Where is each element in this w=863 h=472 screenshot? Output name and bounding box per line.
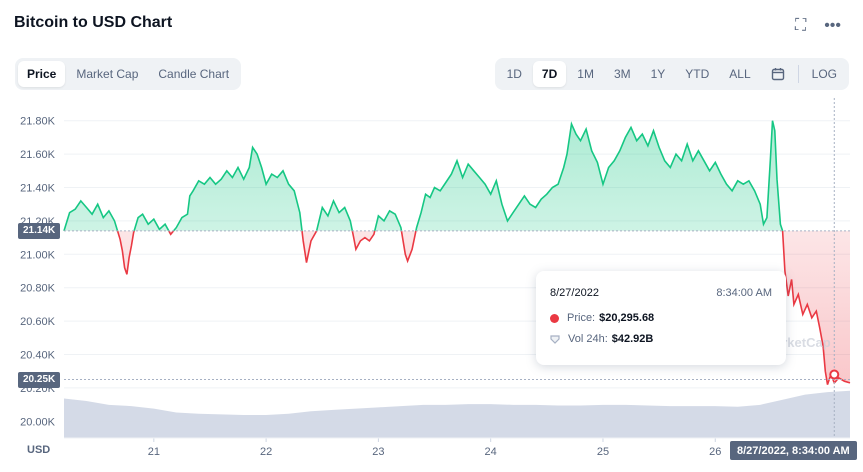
crosshair-time-tag: 8/27/2022, 8:34:00 AM	[730, 441, 857, 460]
x-tick-label: 21	[148, 446, 160, 458]
page-title: Bitcoin to USD Chart	[14, 14, 173, 31]
y-tick-label: 20.80K	[20, 283, 56, 295]
x-axis: 21 22 23 24 25 26	[64, 437, 850, 458]
volume-shape	[64, 390, 850, 438]
header-actions: ⛶ •••	[795, 18, 841, 34]
tab-market-cap[interactable]: Market Cap	[76, 67, 139, 81]
x-tick-label: 22	[260, 446, 272, 458]
x-tick-label: 25	[597, 446, 609, 458]
y-tick-label: 21.40K	[20, 183, 56, 195]
tabs-divider	[797, 65, 799, 83]
x-tick-label: 24	[485, 446, 497, 458]
baseline-price-tag: 21.14K	[18, 222, 61, 239]
range-all[interactable]: ALL	[729, 67, 751, 81]
range-1m[interactable]: 1M	[577, 67, 594, 81]
price-dot-icon	[550, 313, 559, 323]
range-ytd[interactable]: YTD	[685, 67, 710, 81]
y-tick-label: 21.60K	[20, 149, 56, 161]
watermark: arketCap	[775, 335, 831, 350]
range-1d[interactable]: 1D	[506, 67, 522, 81]
range-1y[interactable]: 1Y	[650, 67, 666, 81]
x-tick-label: 26	[709, 446, 721, 458]
y-tick-label: 21.00K	[20, 249, 56, 261]
volume-area	[64, 390, 850, 438]
y-tick-label: 20.60K	[20, 316, 56, 328]
crosshair	[64, 98, 850, 438]
y-tick-label: 20.40K	[20, 350, 56, 362]
volume-heart-icon	[550, 334, 560, 344]
price-areas	[64, 120, 850, 385]
y-tick-label: 21.80K	[20, 116, 56, 128]
tooltip-price-value: $20,295.68	[599, 312, 655, 324]
currency-label: USD	[27, 444, 51, 456]
tooltip-time: 8:34:00 AM	[716, 287, 772, 299]
calendar-button[interactable]	[762, 61, 794, 87]
more-icon[interactable]: •••	[824, 17, 841, 34]
log-toggle[interactable]: LOG	[811, 67, 837, 81]
tooltip-date: 8/27/2022	[550, 287, 599, 299]
tab-price[interactable]: Price	[18, 61, 66, 87]
crosshair-point	[829, 369, 840, 380]
tooltip-price-row: Price: $20,295.68	[550, 312, 654, 324]
y-axis: 21.80K21.60K21.40K21.20K21.00K20.80K20.6…	[20, 116, 56, 429]
price-tooltip: 8/27/2022 8:34:00 AM Price: $20,295.68 V…	[536, 271, 786, 365]
calendar-icon	[771, 68, 784, 81]
line-up-segment	[63, 120, 784, 231]
price-line	[63, 120, 851, 385]
range-3m[interactable]: 3M	[613, 67, 631, 81]
tooltip-volume-label: Vol 24h:	[568, 333, 608, 345]
y-tick-label: 20.00K	[20, 416, 56, 428]
tooltip-volume-row: Vol 24h: $42.92B	[550, 333, 653, 345]
chart-type-tabs: Price Market Cap Candle Chart	[15, 58, 242, 90]
tab-candle-chart[interactable]: Candle Chart	[158, 67, 230, 81]
range-7d[interactable]: 7D	[532, 61, 567, 87]
tooltip-price-label: Price:	[567, 312, 596, 324]
x-tick-label: 23	[372, 446, 384, 458]
fullscreen-icon[interactable]: ⛶	[794, 17, 807, 34]
current-price-tag: 20.25K	[18, 371, 61, 388]
area-above-baseline	[64, 120, 783, 231]
range-tabs: 1D 7D 1M 3M 1Y YTD ALL LOG	[494, 58, 849, 90]
tooltip-volume-value: $42.92B	[611, 333, 654, 345]
